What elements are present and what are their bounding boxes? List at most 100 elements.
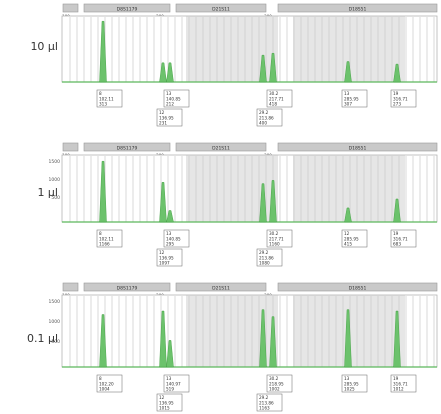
allele-call-label: 285.95 <box>344 96 359 101</box>
marker-label: D21S11 <box>212 286 230 292</box>
peak <box>393 63 401 83</box>
allele-call-label: 400 <box>259 121 267 126</box>
panel-label-1ul: 1 µl <box>37 186 58 199</box>
allele-call-label: 1015 <box>159 406 170 411</box>
y-tick-label: 500 <box>51 339 60 345</box>
peak <box>99 161 107 223</box>
allele-call-label: 217.71 <box>269 96 284 101</box>
allele-call-label: 316.71 <box>393 96 408 101</box>
allele-call-box <box>341 229 368 248</box>
panel-label-10ul: 10 µl <box>30 40 58 53</box>
allele-call-box <box>256 248 283 267</box>
marker-label: D8S1179 <box>117 286 138 292</box>
marker-bar <box>175 3 267 13</box>
marker-bar <box>83 142 171 152</box>
allele-call-label: 1002 <box>269 387 280 392</box>
y-tick-label: 500 <box>51 195 60 201</box>
allele-call-label: 12 <box>159 250 165 255</box>
peak <box>259 309 267 368</box>
allele-call-box <box>256 393 283 412</box>
allele-call-label: 19 <box>393 91 399 96</box>
allele-call-label: 13 <box>344 91 350 96</box>
allele-call-label: 316.71 <box>393 236 408 241</box>
allele-call-label: 136.95 <box>159 400 174 405</box>
allele-call-box <box>390 229 417 248</box>
y-tick-label: 1000 <box>49 177 61 183</box>
allele-call-box <box>156 393 183 412</box>
allele-call-label: 1012 <box>393 387 404 392</box>
allele-call-label: 12 <box>159 395 165 400</box>
allele-call-box <box>163 229 190 248</box>
allele-call-label: 30.2 <box>269 91 279 96</box>
allele-call-label: 213.86 <box>259 255 274 260</box>
marker-bar <box>175 142 267 152</box>
peak <box>99 314 107 368</box>
marker-bar <box>83 3 171 13</box>
allele-call-label: 285.95 <box>344 381 359 386</box>
allele-call-label: 12 <box>344 231 350 236</box>
allele-call-label: 1080 <box>259 261 270 266</box>
peak <box>259 183 267 223</box>
allele-call-label: 1097 <box>159 261 170 266</box>
allele-call-label: 307 <box>344 102 352 107</box>
marker-label: D21S11 <box>212 146 230 152</box>
allele-call-label: 213.86 <box>259 400 274 405</box>
allele-call-label: 29.2 <box>259 110 269 115</box>
allele-call-label: 102.11 <box>99 96 114 101</box>
marker-bar <box>83 282 171 292</box>
marker-label: D8S1179 <box>117 7 138 13</box>
allele-call-label: 140.85 <box>166 96 181 101</box>
panel-label-01ul: 0.1 µl <box>26 332 58 345</box>
allele-call-label: 30.2 <box>269 231 279 236</box>
peak <box>259 54 267 83</box>
peak <box>166 210 174 223</box>
peak <box>99 21 107 83</box>
allele-call-label: 140.85 <box>166 236 181 241</box>
allele-call-box <box>266 374 293 393</box>
panel-1: D8S1179D21S11D18S51100200300150010005008… <box>49 142 438 267</box>
allele-call-label: 140.97 <box>166 381 181 386</box>
allele-call-box <box>156 108 183 127</box>
allele-call-label: 316.71 <box>393 381 408 386</box>
allele-call-label: 19 <box>393 376 399 381</box>
allele-call-label: 683 <box>393 242 401 247</box>
peak <box>393 310 401 368</box>
peak <box>159 182 167 223</box>
peak <box>344 61 352 83</box>
allele-call-label: 1163 <box>259 406 270 411</box>
allele-call-box <box>341 374 368 393</box>
allele-call-label: 1004 <box>99 387 110 392</box>
allele-call-label: 30.2 <box>269 376 279 381</box>
marker-bar <box>62 282 79 292</box>
peak <box>166 340 174 368</box>
marker-label: D18S51 <box>349 7 367 13</box>
allele-call-label: 519 <box>166 387 174 392</box>
marker-bar <box>277 142 438 152</box>
allele-call-label: 212 <box>166 102 174 107</box>
allele-call-label: 13 <box>166 376 172 381</box>
marker-bar <box>62 3 79 13</box>
peak <box>269 53 277 83</box>
allele-call-label: 1025 <box>344 387 355 392</box>
allele-call-label: 218.95 <box>269 381 284 386</box>
allele-call-label: 231 <box>159 121 167 126</box>
allele-call-box <box>96 229 123 248</box>
allele-call-label: 13 <box>166 91 172 96</box>
allele-call-box <box>96 374 123 393</box>
allele-call-label: 19 <box>393 231 399 236</box>
allele-call-label: 12 <box>159 110 165 115</box>
allele-call-label: 213.86 <box>259 115 274 120</box>
allele-call-box <box>96 89 123 108</box>
allele-call-label: 217.71 <box>269 236 284 241</box>
peak <box>159 310 167 368</box>
allele-call-label: 136.95 <box>159 255 174 260</box>
allele-call-label: 285.95 <box>344 236 359 241</box>
allele-call-label: 8 <box>99 231 102 236</box>
peak <box>269 180 277 223</box>
allele-call-box <box>256 108 283 127</box>
allele-call-label: 102.11 <box>99 236 114 241</box>
marker-label: D21S11 <box>212 7 230 13</box>
marker-bar <box>175 282 267 292</box>
y-tick-label: 1500 <box>49 159 61 165</box>
marker-bar <box>277 282 438 292</box>
